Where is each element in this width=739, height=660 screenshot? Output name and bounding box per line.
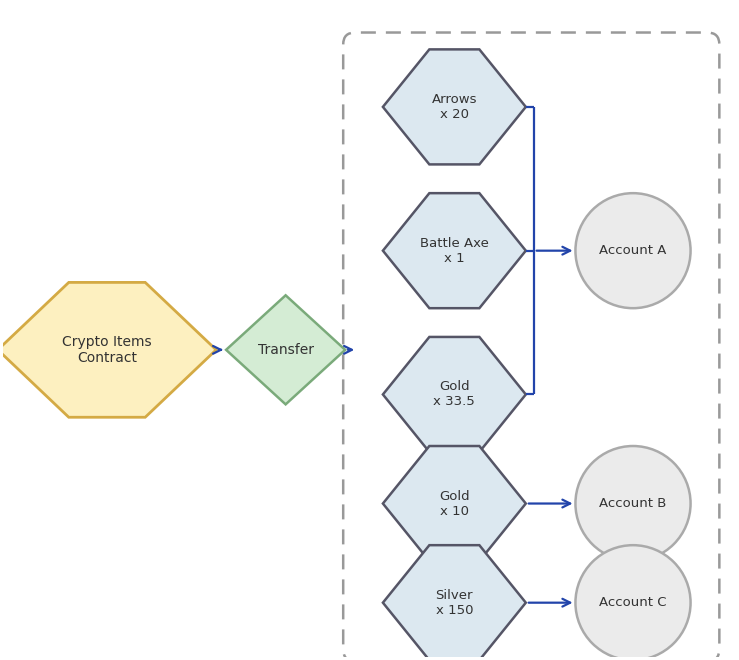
Text: Account C: Account C	[599, 596, 667, 609]
Circle shape	[576, 446, 690, 561]
Polygon shape	[383, 50, 526, 164]
Text: Silver
x 150: Silver x 150	[435, 589, 473, 616]
Polygon shape	[0, 282, 217, 417]
Text: Transfer: Transfer	[258, 343, 313, 357]
Text: Gold
x 33.5: Gold x 33.5	[434, 380, 475, 409]
Polygon shape	[383, 446, 526, 561]
Circle shape	[576, 545, 690, 660]
Polygon shape	[383, 337, 526, 452]
Circle shape	[576, 193, 690, 308]
Text: Gold
x 10: Gold x 10	[439, 490, 470, 517]
Text: Account A: Account A	[599, 244, 667, 257]
Polygon shape	[383, 193, 526, 308]
Text: Battle Axe
x 1: Battle Axe x 1	[420, 237, 488, 265]
Text: Account B: Account B	[599, 497, 667, 510]
Polygon shape	[383, 545, 526, 660]
Text: Crypto Items
Contract: Crypto Items Contract	[62, 335, 151, 365]
Text: Arrows
x 20: Arrows x 20	[432, 93, 477, 121]
Polygon shape	[226, 295, 345, 405]
